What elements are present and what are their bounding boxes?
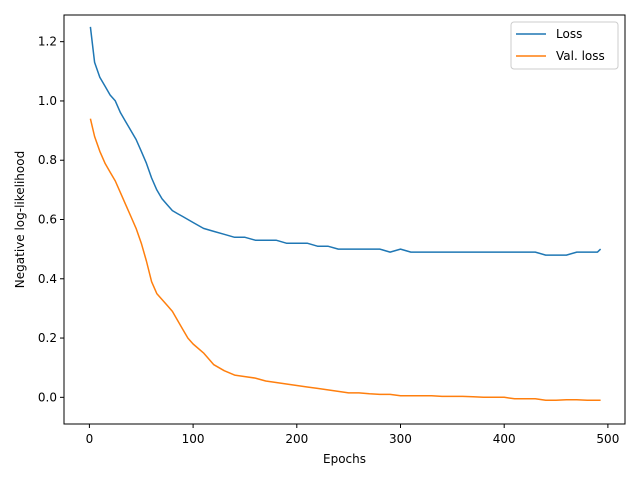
y-tick-label: 0.4 <box>38 272 57 286</box>
x-tick-label: 100 <box>182 432 205 446</box>
y-tick-label: 1.0 <box>38 94 57 108</box>
x-tick-label: 500 <box>596 432 619 446</box>
y-tick-label: 0.8 <box>38 153 57 167</box>
x-axis-label: Epochs <box>323 452 366 466</box>
x-tick-label: 200 <box>285 432 308 446</box>
legend-label-loss: Loss <box>556 27 582 41</box>
series-line-loss <box>89 26 602 256</box>
y-axis-label: Negative log-likelihood <box>13 151 27 288</box>
series-layer <box>89 26 602 402</box>
y-tick-label: 0.0 <box>38 390 57 404</box>
x-tick-label: 400 <box>493 432 516 446</box>
series-line-val-loss <box>89 118 601 402</box>
x-tick-label: 0 <box>86 432 94 446</box>
legend-label-val-loss: Val. loss <box>556 49 605 63</box>
y-tick-label: 1.2 <box>38 35 57 49</box>
x-tick-label: 300 <box>389 432 412 446</box>
ticks-layer: 0 100 200 300 400 500 0.0 0.2 0.4 0.6 0.8 1.0 1.2 <box>38 35 619 446</box>
legend: Loss Val. loss <box>510 21 619 70</box>
y-tick-label: 0.2 <box>38 331 57 345</box>
y-tick-label: 0.6 <box>38 213 57 227</box>
